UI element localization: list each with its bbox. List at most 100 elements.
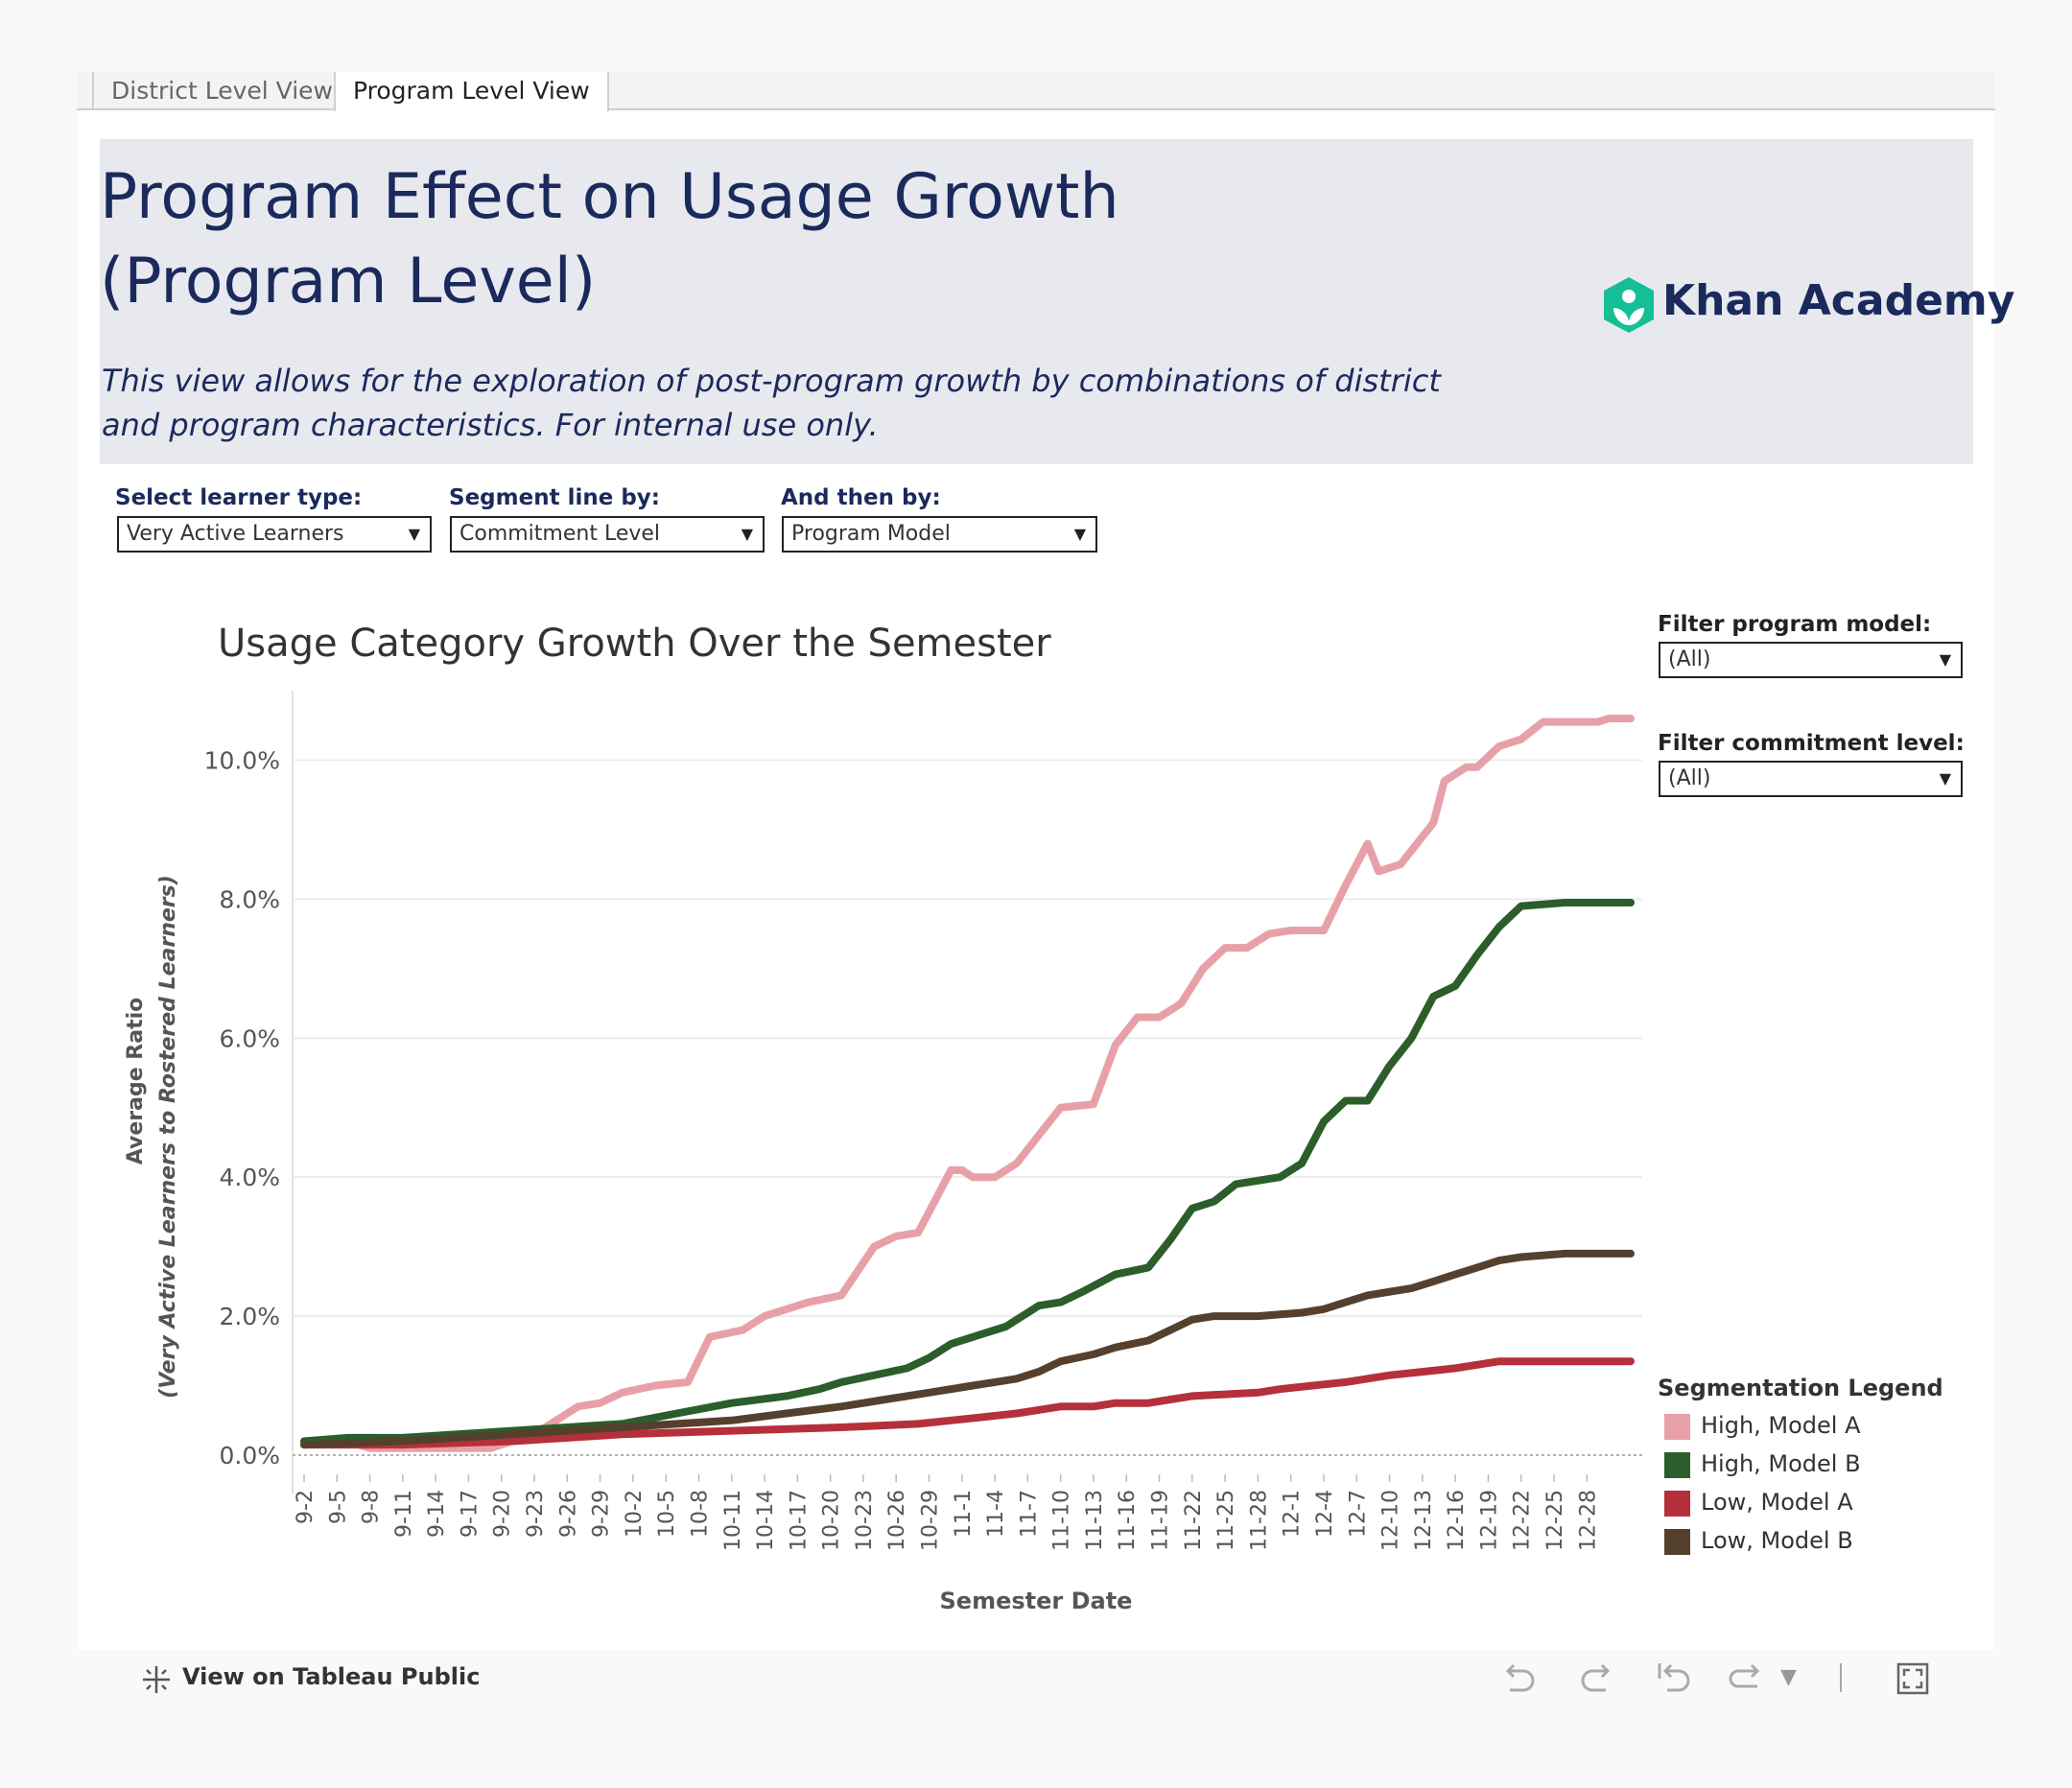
x-tick-label: 10-23 <box>853 1490 877 1551</box>
share-dropdown-icon[interactable]: ▼ <box>1780 1665 1797 1689</box>
x-tick-label: 11-4 <box>984 1490 1008 1538</box>
chevron-down-icon: ▼ <box>1073 525 1086 543</box>
tab-bar: District Level View Program Level View <box>77 72 1995 111</box>
legend-title: Segmentation Legend <box>1658 1375 1943 1401</box>
chevron-down-icon: ▼ <box>408 525 420 543</box>
segment-by-dropdown[interactable]: Commitment Level ▼ <box>450 516 765 553</box>
x-tick-label: 10-5 <box>655 1490 679 1538</box>
y-axis-title: Average Ratio <box>124 998 148 1165</box>
segment-by-value: Commitment Level <box>459 522 661 546</box>
x-tick-label: 12-25 <box>1543 1490 1567 1551</box>
x-tick-label: 9-11 <box>392 1490 416 1538</box>
x-tick-label: 10-26 <box>885 1490 909 1551</box>
commitment-level-filter-label: Filter commitment level: <box>1658 731 1965 756</box>
x-tick-label: 12-7 <box>1346 1490 1370 1538</box>
segment-by-label: Segment line by: <box>449 485 660 510</box>
revert-icon[interactable] <box>1652 1659 1694 1698</box>
x-tick-label: 11-1 <box>952 1490 976 1538</box>
x-tick-label: 10-14 <box>754 1490 778 1551</box>
fullscreen-icon[interactable] <box>1895 1661 1930 1696</box>
y-tick-label: 10.0% <box>204 746 280 774</box>
x-tick-label: 9-2 <box>294 1490 318 1524</box>
series-line-low-model-b <box>300 1249 1635 1449</box>
legend-swatch <box>1664 1452 1690 1478</box>
x-tick-label: 9-8 <box>360 1490 384 1524</box>
legend-label: Low, Model A <box>1701 1489 1853 1516</box>
legend-swatch <box>1664 1414 1690 1440</box>
x-tick-label: 10-17 <box>787 1490 811 1551</box>
x-tick-label: 11-25 <box>1214 1490 1238 1551</box>
chevron-down-icon: ▼ <box>741 525 753 543</box>
x-tick-label: 12-19 <box>1477 1490 1501 1551</box>
x-tick-label: 12-16 <box>1445 1490 1469 1551</box>
tab-district-level[interactable]: District Level View <box>92 72 350 110</box>
toolbar-divider <box>1840 1663 1842 1692</box>
x-tick-label: 12-13 <box>1412 1490 1436 1551</box>
x-tick-label: 10-8 <box>688 1490 712 1538</box>
tab-program-level[interactable]: Program Level View <box>334 72 609 111</box>
page-title: Program Effect on Usage Growth (Program … <box>100 161 1119 318</box>
program-model-filter-dropdown[interactable]: (All) ▼ <box>1659 642 1963 678</box>
x-tick-label: 9-20 <box>491 1490 515 1538</box>
x-tick-label: 11-19 <box>1149 1490 1173 1551</box>
x-tick-label: 10-11 <box>721 1490 745 1551</box>
then-by-value: Program Model <box>791 522 951 546</box>
program-model-filter-value: (All) <box>1668 647 1711 671</box>
khan-academy-logo-text: Khan Academy <box>1662 276 2015 325</box>
commitment-level-filter-dropdown[interactable]: (All) ▼ <box>1659 761 1963 797</box>
redo-icon[interactable] <box>1575 1659 1617 1698</box>
view-on-tableau-link[interactable]: View on Tableau Public <box>182 1663 481 1690</box>
x-tick-label: 9-14 <box>425 1490 449 1538</box>
chart-title: Usage Category Growth Over the Semester <box>218 622 1051 666</box>
y-tick-label: 4.0% <box>219 1164 280 1191</box>
x-axis-title: Semester Date <box>940 1588 1133 1614</box>
y-tick-label: 8.0% <box>219 885 280 913</box>
x-tick-label: 11-10 <box>1050 1490 1074 1551</box>
program-model-filter-label: Filter program model: <box>1658 612 1932 637</box>
undo-icon[interactable] <box>1498 1659 1541 1698</box>
y-tick-label: 2.0% <box>219 1303 280 1330</box>
x-tick-label: 11-22 <box>1182 1490 1206 1551</box>
x-tick-label: 11-7 <box>1017 1490 1041 1538</box>
x-tick-label: 9-17 <box>458 1490 482 1538</box>
legend-label: High, Model A <box>1701 1412 1861 1439</box>
x-tick-label: 11-16 <box>1116 1490 1140 1551</box>
x-tick-label: 12-28 <box>1576 1490 1600 1551</box>
legend-label: Low, Model B <box>1701 1527 1853 1554</box>
khan-academy-logo-icon <box>1604 277 1654 333</box>
legend-label: High, Model B <box>1701 1450 1861 1477</box>
x-tick-label: 9-5 <box>326 1490 350 1524</box>
refresh-icon[interactable] <box>1725 1659 1767 1698</box>
x-tick-label: 9-23 <box>524 1490 548 1538</box>
x-tick-label: 11-28 <box>1247 1490 1271 1551</box>
commitment-level-filter-value: (All) <box>1668 766 1711 790</box>
learner-type-value: Very Active Learners <box>127 522 344 546</box>
chevron-down-icon: ▼ <box>1939 650 1951 669</box>
y-tick-label: 0.0% <box>219 1442 280 1470</box>
y-tick-label: 6.0% <box>219 1024 280 1052</box>
then-by-label: And then by: <box>781 485 941 510</box>
y-axis-subtitle: (Very Active Learners to Rostered Learne… <box>156 875 180 1399</box>
page-subtitle: This view allows for the exploration of … <box>102 363 1441 443</box>
x-tick-label: 10-20 <box>820 1490 844 1551</box>
x-tick-label: 9-29 <box>590 1490 614 1538</box>
series-line-high-model-b <box>300 899 1635 1446</box>
x-tick-label: 12-10 <box>1379 1490 1403 1551</box>
then-by-dropdown[interactable]: Program Model ▼ <box>782 516 1097 553</box>
header-banner <box>100 139 1973 464</box>
x-tick-label: 11-13 <box>1083 1490 1107 1551</box>
x-tick-label: 10-29 <box>918 1490 942 1551</box>
x-tick-label: 12-1 <box>1281 1490 1305 1538</box>
x-tick-label: 10-2 <box>623 1490 647 1538</box>
line-chart: 0.0% 2.0% 4.0% 6.0% 8.0% 10.0% 9-2 9-5 9-8 9-11 9-… <box>124 691 1642 1614</box>
series-line-low-model-a <box>300 1357 1635 1449</box>
chevron-down-icon: ▼ <box>1939 769 1951 788</box>
x-tick-label: 12-22 <box>1511 1490 1535 1551</box>
learner-type-label: Select learner type: <box>115 485 363 510</box>
legend-swatch <box>1664 1529 1690 1555</box>
series-line-high-model-a <box>300 715 1635 1452</box>
tableau-logo-icon <box>143 1666 170 1693</box>
x-tick-label: 9-26 <box>556 1490 580 1538</box>
learner-type-dropdown[interactable]: Very Active Learners ▼ <box>117 516 432 553</box>
x-tick-label: 12-4 <box>1313 1490 1337 1538</box>
